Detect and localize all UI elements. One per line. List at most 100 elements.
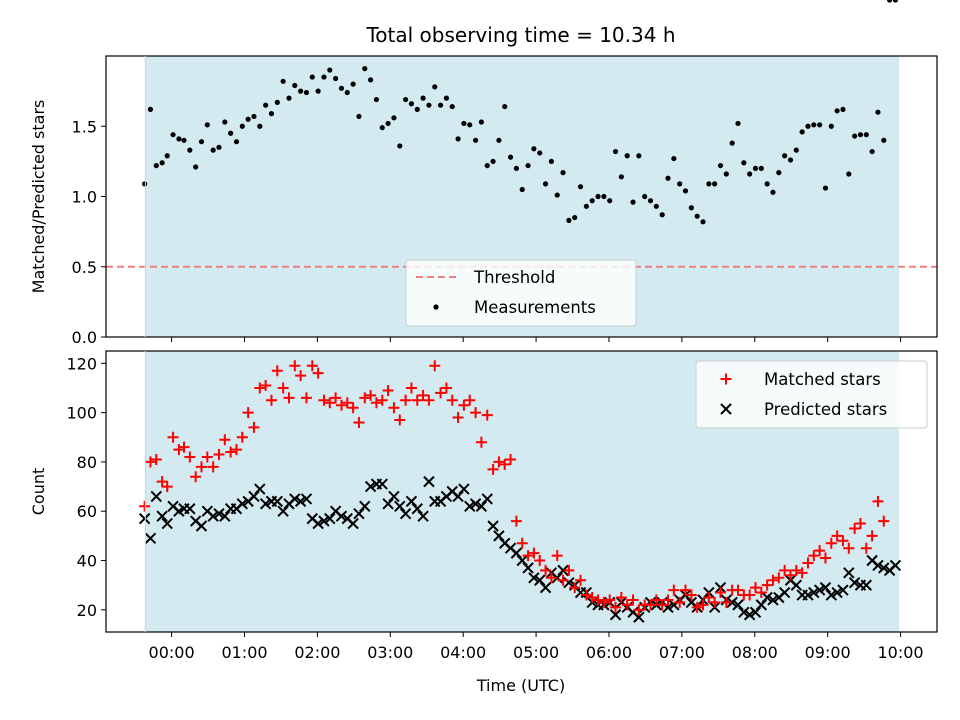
measurement-point: [147, 106, 154, 112]
measurement-point: [542, 181, 549, 187]
x-tick-label: 06:00: [586, 643, 632, 662]
ratio-legend: Threshold Measurements: [405, 259, 637, 327]
y-tick-label: 0.0: [72, 328, 97, 347]
measurement-point: [612, 148, 619, 155]
predicted-stars-point: [778, 586, 791, 599]
y-tick-label: 60: [77, 502, 97, 521]
measurement-point: [735, 120, 741, 127]
predicted-stars-point: [878, 562, 890, 574]
x-tick-label: 05:00: [513, 643, 559, 662]
predicted-stars-point: [452, 490, 464, 503]
measurement-point: [484, 162, 490, 169]
matched-stars-point: [144, 456, 156, 468]
matched-stars-point: [195, 461, 207, 473]
matched-stars-point: [854, 518, 866, 530]
predicted-stars-point: [254, 483, 266, 495]
y-tick-label: 80: [77, 453, 97, 472]
x-tick-label: 09:00: [805, 643, 851, 662]
y-tick-label: 0.5: [72, 258, 97, 277]
matched-stars-point: [493, 456, 505, 468]
legend-measurement-swatch: [433, 304, 439, 310]
matched-stars-point: [271, 365, 283, 377]
predicted-stars-point: [144, 532, 157, 545]
predicted-stars-point: [271, 495, 284, 508]
measurement-point: [560, 170, 566, 176]
measurement-point: [228, 130, 234, 136]
measurement-point: [303, 89, 310, 96]
measurement-point: [159, 160, 165, 166]
x-tick-label: 10:00: [877, 643, 923, 662]
matched-stars-point: [470, 407, 482, 419]
predicted-stars-point: [790, 579, 803, 591]
matched-stars-point: [353, 416, 365, 428]
measurement-point: [198, 139, 205, 145]
x-tick-label: 07:00: [659, 643, 705, 662]
measurement-point: [688, 205, 694, 211]
matched-stars-point: [569, 582, 581, 594]
matched-stars-point: [767, 574, 779, 586]
matched-stars-point: [627, 594, 639, 606]
matched-stars-point: [720, 596, 732, 608]
measurement-point: [193, 164, 199, 170]
matched-stars-point: [452, 412, 464, 424]
measurement-point: [729, 140, 735, 146]
matched-stars-point: [295, 370, 307, 382]
measurement-point: [222, 119, 228, 125]
predicted-stars-point: [219, 510, 231, 522]
matched-stars-point: [709, 596, 721, 608]
measurement-point: [437, 102, 444, 108]
matched-stars-point: [201, 451, 213, 463]
measurements-series: [142, 0, 899, 225]
matched-stars-point: [755, 587, 767, 599]
matched-stars-point: [277, 382, 289, 394]
count-panel: 20 40 60 80 100 120 00:00 01:00 02:00 03:00 04:00…: [29, 351, 938, 662]
measurement-point: [618, 174, 624, 180]
measurement-point: [572, 214, 578, 221]
predicted-stars-point: [236, 498, 249, 510]
predicted-stars-point: [376, 478, 388, 490]
y-tick-label: 20: [77, 601, 97, 620]
measurement-point: [752, 165, 759, 171]
measurement-point: [443, 95, 450, 101]
measurement-point: [764, 181, 770, 187]
legend-predicted-swatch: [720, 403, 732, 415]
measurement-point: [391, 115, 397, 121]
x-tick-label: 02:00: [294, 643, 340, 662]
measurement-point: [712, 181, 718, 187]
measurement-point: [204, 122, 210, 128]
measurement-point: [414, 106, 420, 112]
predicted-stars-point: [394, 500, 406, 512]
matched-stars-point: [563, 564, 575, 576]
predicted-stars-point: [312, 517, 324, 530]
predicted-stars-point: [516, 554, 528, 567]
matched-stars-point: [213, 449, 225, 461]
y-tick-label: 100: [66, 404, 97, 423]
measurement-point: [496, 137, 502, 143]
measurement-point: [274, 99, 280, 105]
ratio-panel: 0.0 0.5 1.0 1.5 Matched/Predicted stars Thr…: [29, 0, 938, 347]
predicted-stars-point: [493, 530, 505, 542]
measurement-point: [344, 89, 350, 96]
legend-matched-swatch: [720, 373, 732, 385]
matched-stars-point: [674, 596, 686, 608]
measurement-point: [863, 132, 869, 138]
measurement-point: [478, 119, 485, 125]
measurement-point: [233, 139, 240, 145]
measurement-point: [408, 101, 415, 107]
chart-title: Total observing time = 10.34 h: [365, 23, 675, 47]
matched-stars-point: [458, 399, 470, 411]
legend-box: [695, 360, 928, 429]
matched-stars-point: [219, 434, 231, 446]
measurement-point: [881, 137, 887, 143]
matched-stars-point: [435, 387, 447, 399]
measurement-point: [782, 153, 788, 159]
measurement-point: [402, 96, 409, 103]
measurement-point: [647, 198, 654, 204]
matched-stars-point: [802, 557, 814, 569]
matched-stars-point: [365, 389, 377, 401]
matched-stars-point: [545, 572, 557, 584]
matched-stars-point: [248, 421, 260, 433]
measurement-point: [776, 170, 782, 176]
measurement-point: [846, 171, 852, 177]
